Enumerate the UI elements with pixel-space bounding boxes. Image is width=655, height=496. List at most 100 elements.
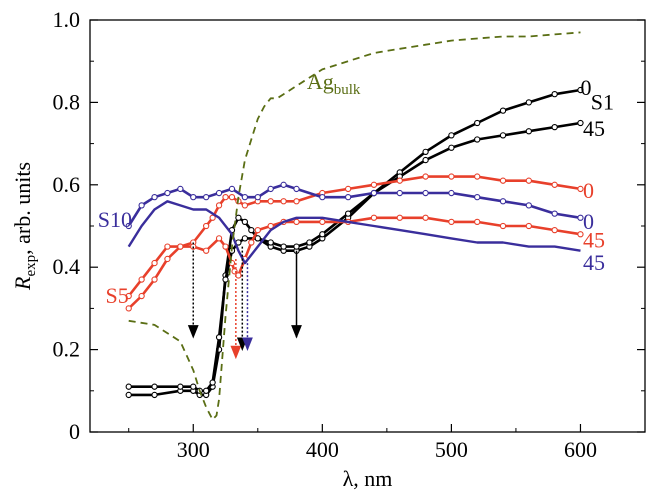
y-tick-label: 0 bbox=[69, 419, 80, 444]
data-point bbox=[319, 218, 326, 226]
data-point bbox=[344, 210, 352, 217]
data-point bbox=[190, 383, 197, 390]
data-point bbox=[293, 185, 300, 193]
data-point bbox=[396, 189, 403, 197]
data-point bbox=[499, 107, 507, 114]
data-point bbox=[222, 243, 229, 250]
data-point bbox=[499, 222, 507, 230]
data-point bbox=[370, 181, 378, 188]
data-point bbox=[248, 239, 255, 246]
data-point bbox=[125, 222, 132, 230]
data-point bbox=[525, 99, 532, 106]
data-point bbox=[474, 173, 481, 180]
data-point bbox=[125, 292, 132, 300]
data-point bbox=[151, 391, 158, 399]
data-point bbox=[215, 235, 223, 242]
data-point bbox=[525, 202, 532, 209]
data-point bbox=[525, 177, 532, 184]
y-tick-label: 0.2 bbox=[53, 337, 81, 362]
data-point bbox=[228, 185, 236, 193]
data-point bbox=[254, 194, 261, 201]
data-point bbox=[222, 276, 229, 283]
data-point bbox=[215, 189, 223, 197]
data-point bbox=[151, 276, 158, 283]
series-annotation: 45 bbox=[583, 250, 605, 275]
y-tick-label: 0.4 bbox=[53, 254, 81, 279]
series-annotation: 45 bbox=[583, 227, 605, 252]
data-point bbox=[293, 243, 300, 250]
data-point bbox=[241, 202, 249, 209]
data-point bbox=[151, 259, 158, 267]
data-point bbox=[203, 247, 210, 254]
series-line-s5_0 bbox=[127, 175, 581, 297]
data-point bbox=[254, 226, 261, 234]
data-point bbox=[448, 218, 455, 226]
data-point bbox=[177, 185, 184, 193]
data-point bbox=[151, 194, 158, 201]
data-point bbox=[241, 218, 249, 226]
data-point bbox=[138, 276, 145, 283]
y-axis-label-main: R bbox=[10, 276, 35, 291]
data-point bbox=[241, 235, 249, 242]
series-annotation: S1 bbox=[591, 89, 614, 114]
data-point bbox=[499, 177, 507, 184]
data-point bbox=[370, 189, 378, 197]
data-point bbox=[235, 272, 242, 279]
y-axis-label-sub: exp bbox=[23, 255, 39, 277]
y-axis-label-rest: , arb. units bbox=[10, 162, 35, 255]
data-point bbox=[138, 292, 145, 300]
series-annotation: 0 bbox=[580, 75, 591, 100]
data-point bbox=[422, 214, 429, 221]
data-point bbox=[254, 235, 261, 242]
plot-area bbox=[125, 31, 584, 421]
data-point bbox=[551, 226, 558, 234]
ag-bulk-label: Agbulk bbox=[307, 69, 361, 98]
y-tick-label: 0.6 bbox=[53, 172, 81, 197]
series-s5_0 bbox=[125, 173, 584, 300]
data-point bbox=[209, 379, 216, 386]
data-point bbox=[203, 194, 210, 201]
data-point bbox=[203, 222, 210, 230]
data-point bbox=[267, 185, 274, 193]
series-annotation: 0 bbox=[583, 209, 594, 234]
data-point bbox=[203, 387, 210, 394]
series-annotation: S10 bbox=[98, 207, 132, 232]
data-point bbox=[177, 383, 184, 390]
data-point bbox=[448, 132, 455, 139]
data-point bbox=[164, 255, 171, 263]
data-point bbox=[344, 185, 352, 193]
data-point bbox=[474, 218, 481, 226]
series-line-s1_45 bbox=[128, 121, 581, 393]
data-point bbox=[235, 214, 242, 221]
data-point bbox=[344, 194, 352, 201]
data-point bbox=[164, 189, 171, 197]
y-tick-label: 0.8 bbox=[53, 89, 81, 114]
data-point bbox=[577, 119, 584, 127]
data-point bbox=[396, 214, 403, 221]
data-point bbox=[241, 194, 249, 201]
series-line-ag_bulk bbox=[128, 31, 581, 421]
data-point bbox=[370, 214, 378, 221]
data-point bbox=[306, 239, 313, 246]
data-point bbox=[474, 194, 481, 201]
data-point bbox=[422, 156, 429, 164]
axis-ticks: 300 400 500 600 0 0.2 0.4 0.6 0.8 1.0 bbox=[53, 7, 646, 462]
data-point bbox=[499, 132, 507, 139]
data-point bbox=[280, 181, 287, 188]
data-point bbox=[215, 202, 223, 209]
data-point bbox=[448, 144, 455, 151]
data-point bbox=[267, 239, 274, 246]
x-tick-label: 600 bbox=[564, 437, 597, 462]
data-point bbox=[138, 202, 145, 209]
data-point bbox=[280, 243, 287, 250]
series-annotation: 45 bbox=[583, 116, 605, 141]
data-point bbox=[228, 194, 236, 201]
data-point bbox=[248, 226, 255, 234]
series-s1_45 bbox=[125, 119, 584, 394]
x-tick-label: 300 bbox=[177, 437, 210, 462]
data-point bbox=[209, 214, 216, 221]
data-point bbox=[222, 194, 229, 201]
data-point bbox=[293, 218, 300, 226]
